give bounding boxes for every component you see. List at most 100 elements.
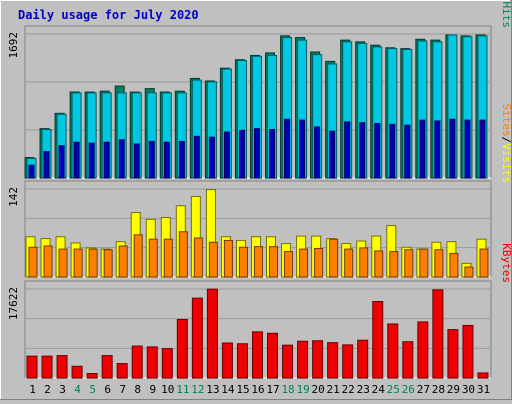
bar-sites-day-26 bbox=[404, 249, 414, 278]
bar-pages-day-10 bbox=[163, 141, 170, 179]
bar-pages-day-23 bbox=[359, 122, 366, 179]
panel-max-label: 17622 bbox=[7, 287, 20, 320]
bar-sites-day-18 bbox=[284, 251, 294, 278]
bar-sites-day-10 bbox=[163, 238, 173, 278]
day-label: 15 bbox=[236, 383, 249, 396]
panel-max-label: 1692 bbox=[7, 32, 20, 59]
chart-panels: 1692Pages/Files/Hits142Sites/Visits17622… bbox=[7, 0, 512, 379]
day-label: 2 bbox=[44, 383, 51, 396]
day-label: 10 bbox=[161, 383, 174, 396]
series-pages bbox=[28, 118, 486, 179]
panel-hits-files-pages: 1692 Pages/Files/Hits bbox=[7, 0, 512, 179]
panel-legend: Pages/Files/Hits bbox=[500, 0, 512, 28]
day-label: 25 bbox=[387, 383, 400, 396]
bar-sites-day-29 bbox=[449, 252, 459, 278]
bar-sites-day-23 bbox=[359, 247, 369, 278]
bar-pages-day-17 bbox=[269, 128, 276, 179]
legend-entry: KBytes bbox=[500, 243, 512, 283]
bar-pages-day-14 bbox=[223, 131, 230, 179]
bar-pages-day-13 bbox=[208, 136, 215, 179]
day-label: 3 bbox=[59, 383, 66, 396]
bar-kbytes-day-1 bbox=[26, 355, 38, 379]
bar-sites-day-4 bbox=[73, 248, 83, 278]
bar-pages-day-11 bbox=[178, 140, 185, 179]
bar-kbytes-day-15 bbox=[236, 343, 248, 379]
series-kbytes bbox=[26, 288, 489, 379]
bar-pages-day-31 bbox=[479, 119, 486, 179]
bar-kbytes-day-19 bbox=[297, 340, 309, 379]
legend-entry: / bbox=[500, 137, 512, 144]
chart-title: Daily usage for July 2020 bbox=[18, 8, 199, 22]
bar-sites-day-11 bbox=[178, 231, 188, 278]
bar-kbytes-day-21 bbox=[327, 342, 339, 379]
bar-kbytes-day-29 bbox=[447, 329, 459, 379]
bar-pages-day-27 bbox=[419, 119, 426, 179]
day-label: 14 bbox=[221, 383, 235, 396]
bar-kbytes-day-27 bbox=[417, 321, 429, 379]
bar-kbytes-day-24 bbox=[372, 301, 384, 379]
bar-pages-day-21 bbox=[329, 130, 336, 179]
bar-sites-day-5 bbox=[88, 248, 98, 278]
bar-sites-day-21 bbox=[329, 238, 339, 278]
day-label: 5 bbox=[89, 383, 96, 396]
panel-visits-sites: 142 Sites/Visits bbox=[7, 104, 512, 278]
bar-sites-day-28 bbox=[434, 249, 444, 278]
bar-pages-day-22 bbox=[344, 121, 351, 179]
bar-sites-day-19 bbox=[299, 248, 309, 278]
bar-pages-day-25 bbox=[389, 123, 396, 179]
bar-pages-day-24 bbox=[374, 123, 381, 179]
day-label: 4 bbox=[74, 383, 81, 396]
bar-sites-day-8 bbox=[133, 234, 143, 278]
bar-pages-day-2 bbox=[43, 151, 50, 179]
bar-pages-day-15 bbox=[238, 129, 245, 179]
bar-kbytes-day-31 bbox=[477, 372, 489, 379]
day-label: 30 bbox=[462, 383, 475, 396]
day-label: 13 bbox=[206, 383, 219, 396]
day-label: 27 bbox=[417, 383, 430, 396]
bar-sites-day-20 bbox=[314, 247, 324, 278]
bar-sites-day-31 bbox=[479, 248, 489, 278]
bar-pages-day-28 bbox=[434, 120, 441, 179]
bar-kbytes-day-4 bbox=[71, 365, 83, 379]
bar-pages-day-30 bbox=[464, 119, 471, 179]
bar-pages-day-20 bbox=[314, 126, 321, 179]
bar-pages-day-18 bbox=[284, 118, 291, 179]
bar-sites-day-3 bbox=[58, 248, 68, 278]
bar-pages-day-26 bbox=[404, 124, 411, 179]
bar-sites-day-7 bbox=[118, 245, 128, 278]
bar-pages-day-6 bbox=[103, 141, 110, 179]
legend-entry: / bbox=[500, 0, 512, 2]
bar-pages-day-12 bbox=[193, 135, 200, 179]
panel-kbytes: 17622 KBytes bbox=[7, 243, 512, 379]
panel-legend: Sites/Visits bbox=[500, 104, 512, 184]
bar-sites-day-2 bbox=[43, 245, 53, 278]
day-label: 16 bbox=[251, 383, 264, 396]
bar-pages-day-19 bbox=[299, 119, 306, 179]
bar-kbytes-day-6 bbox=[101, 355, 113, 379]
bar-kbytes-day-13 bbox=[206, 288, 218, 379]
bar-sites-day-17 bbox=[269, 246, 279, 278]
day-label: 1 bbox=[29, 383, 36, 396]
legend-entry: Sites bbox=[500, 104, 512, 137]
day-label: 19 bbox=[296, 383, 309, 396]
bar-sites-day-1 bbox=[28, 246, 38, 278]
bar-kbytes-day-18 bbox=[282, 344, 294, 379]
bar-sites-day-25 bbox=[389, 251, 399, 278]
day-label: 24 bbox=[372, 383, 386, 396]
bar-pages-day-7 bbox=[118, 139, 125, 179]
bar-kbytes-day-9 bbox=[146, 346, 158, 379]
day-label: 29 bbox=[447, 383, 460, 396]
day-label: 9 bbox=[149, 383, 156, 396]
bar-sites-day-27 bbox=[419, 248, 429, 278]
bar-sites-day-6 bbox=[103, 249, 113, 278]
bar-sites-day-14 bbox=[223, 239, 233, 278]
series-sites bbox=[28, 231, 489, 278]
legend-entry: Hits bbox=[500, 2, 512, 29]
day-label: 18 bbox=[281, 383, 294, 396]
bar-kbytes-day-17 bbox=[267, 332, 279, 379]
bar-kbytes-day-14 bbox=[221, 342, 233, 379]
bar-kbytes-day-25 bbox=[387, 323, 399, 379]
bar-kbytes-day-26 bbox=[402, 341, 414, 379]
